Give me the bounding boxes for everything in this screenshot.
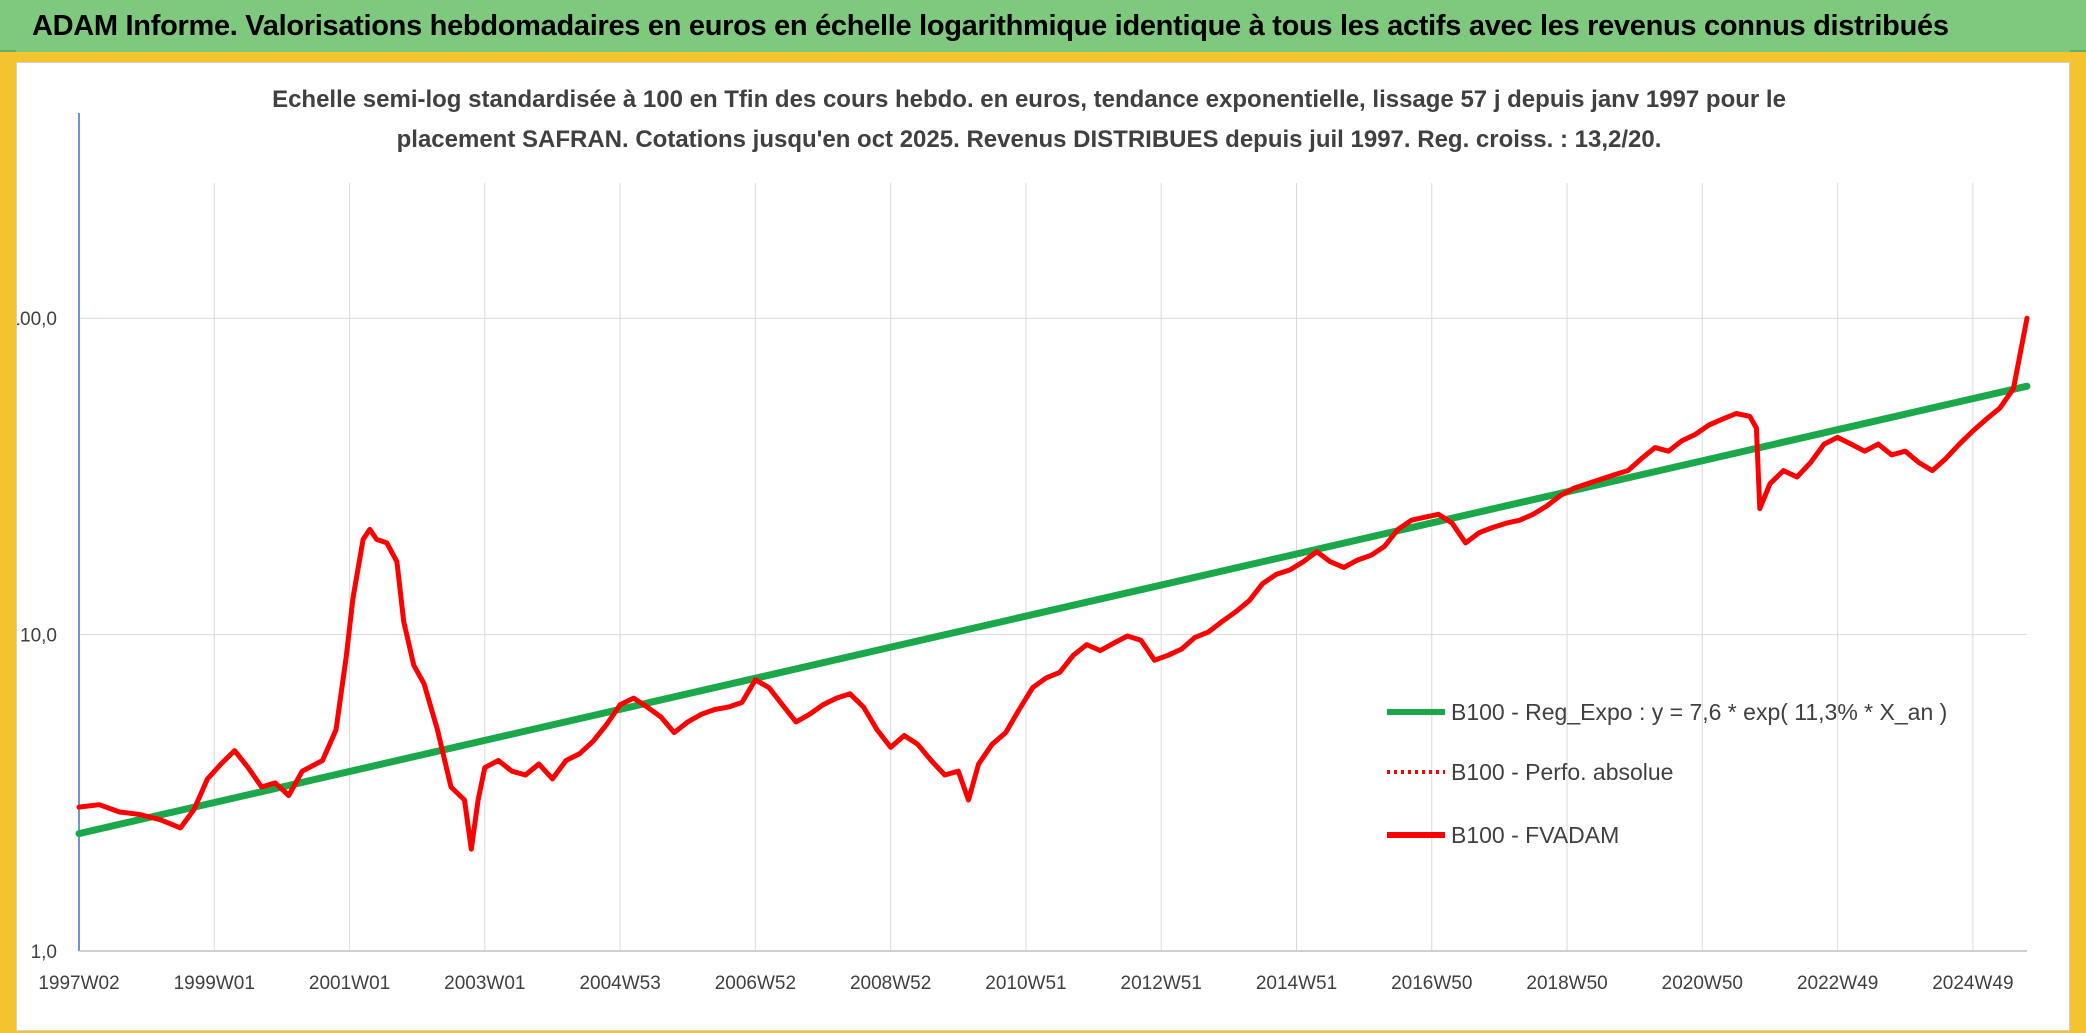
chart-area: 1997W02 1999W01 2001W01 2003W01 2004W53 2006W… (17, 86, 2031, 994)
x-tick-label: 2006W52 (715, 973, 796, 994)
x-tick-label: 2020W50 (1662, 973, 1743, 994)
grid-layer (79, 183, 2027, 952)
chart-panel: 1997W02 1999W01 2001W01 2003W01 2004W53 2006W… (16, 62, 2070, 1031)
legend-item-perfo[interactable]: B100 - Perfo. absolue (1387, 759, 1673, 785)
series-line-trend (75, 382, 2031, 838)
legend-item-trend[interactable]: B100 - Reg_Expo : y = 7,6 * exp( 11,3% *… (1387, 699, 1947, 725)
series-layer (75, 315, 2031, 852)
x-tick-label: 2003W01 (444, 973, 525, 994)
x-tick-label: 1997W02 (38, 973, 119, 994)
x-tick-label: 2004W53 (579, 973, 660, 994)
x-tick-label: 2024W49 (1932, 973, 2013, 994)
y-tick-label: 100,0 (17, 309, 57, 330)
y-tick-label: 10,0 (20, 626, 57, 647)
legend-item-fvadam[interactable]: B100 - FVADAM (1387, 822, 1619, 848)
x-tick-label: 1999W01 (174, 973, 255, 994)
y-tick-label: 1,0 (31, 942, 57, 963)
legend-label-trend: B100 - Reg_Expo : y = 7,6 * exp( 11,3% *… (1451, 699, 1947, 725)
report-banner: ADAM Informe. Valorisations hebdomadaire… (16, 0, 2070, 52)
chart-title-line-2: placement SAFRAN. Cotations jusqu'en oct… (397, 126, 1662, 153)
x-tick-label: 2022W49 (1797, 973, 1878, 994)
report-title: ADAM Informe. Valorisations hebdomadaire… (32, 9, 1949, 42)
x-tick-label: 2008W52 (850, 973, 931, 994)
legend-label-fvadam: B100 - FVADAM (1451, 822, 1619, 848)
x-tick-label: 2018W50 (1526, 973, 1607, 994)
x-tick-label: 2001W01 (309, 973, 390, 994)
series-line-fvadam (76, 315, 2030, 852)
axis-layer: 1997W02 1999W01 2001W01 2003W01 2004W53 2006W… (17, 113, 2027, 994)
chart-title: Echelle semi-log standardisée à 100 en T… (272, 86, 1786, 153)
x-tick-label: 2016W50 (1391, 973, 1472, 994)
x-tick-label: 2012W51 (1121, 973, 1202, 994)
legend: B100 - Reg_Expo : y = 7,6 * exp( 11,3% *… (1387, 699, 1947, 848)
chart-title-line-1: Echelle semi-log standardisée à 100 en T… (272, 86, 1786, 113)
x-tick-label: 2014W51 (1256, 973, 1337, 994)
x-tick-label: 2010W51 (985, 973, 1066, 994)
legend-label-perfo: B100 - Perfo. absolue (1451, 759, 1673, 785)
